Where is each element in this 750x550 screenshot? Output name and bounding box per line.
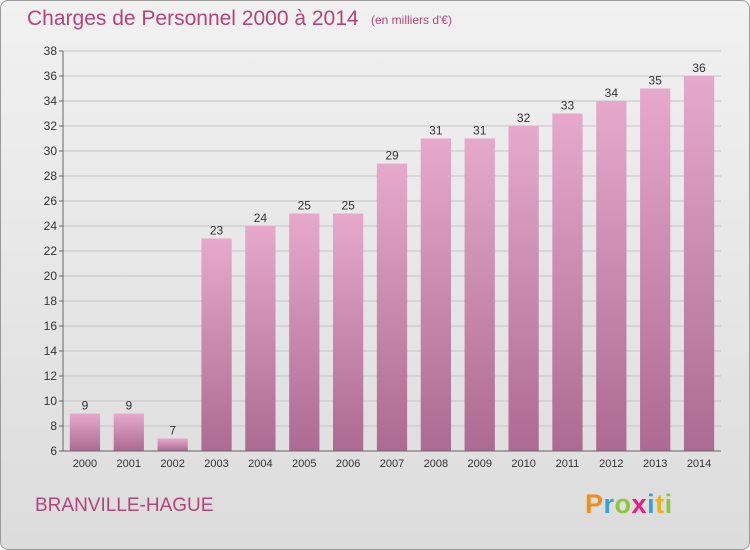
- y-tick-label: 10: [44, 394, 58, 408]
- data-label: 29: [385, 149, 399, 163]
- chart-title: Charges de Personnel 2000 à 2014: [27, 7, 359, 30]
- bar-2014: [683, 76, 715, 451]
- data-label: 25: [298, 199, 312, 213]
- data-label: 35: [649, 74, 663, 88]
- x-tick-label: 2003: [204, 458, 228, 470]
- data-label: 31: [473, 124, 487, 138]
- x-tick-label: 2012: [599, 458, 623, 470]
- bar-2005: [289, 213, 320, 451]
- y-tick-label: 12: [44, 369, 58, 383]
- axes: 6 8 10 12 14 16 18 20 22 24 26 28 30 32 34 36 38 2000 2001…: [44, 44, 721, 470]
- bar-2003: [201, 238, 232, 451]
- logo-letter: r: [603, 489, 615, 519]
- data-label: 9: [125, 399, 132, 413]
- chart-subtitle: (en milliers d'€): [371, 13, 452, 27]
- bar-2008: [420, 138, 452, 451]
- y-tick-label: 14: [44, 344, 58, 358]
- logo-letter: i: [647, 489, 656, 519]
- x-tick-label: 2002: [160, 458, 184, 470]
- bar-2010: [508, 126, 539, 451]
- data-label: 36: [692, 61, 706, 75]
- data-label: 34: [605, 86, 619, 100]
- y-tick-label: 24: [44, 219, 58, 233]
- bar-2012: [596, 101, 627, 451]
- x-tick-label: 2008: [424, 458, 448, 470]
- x-tick-label: 2013: [643, 458, 667, 470]
- logo-letter: P: [585, 489, 604, 519]
- bar-2000: [69, 413, 101, 451]
- bar-2011: [552, 113, 583, 451]
- bar-2009: [464, 138, 495, 451]
- data-label: 7: [169, 424, 176, 438]
- y-tick-label: 34: [44, 94, 58, 108]
- bar-2001: [113, 413, 144, 451]
- data-label: 9: [82, 399, 89, 413]
- x-tick-label: 2005: [292, 458, 316, 470]
- data-label: 33: [561, 99, 575, 113]
- data-label: 24: [254, 211, 268, 225]
- y-tick-label: 22: [44, 244, 58, 258]
- x-tick-label: 2001: [117, 458, 141, 470]
- proxiti-logo: Proxiti: [585, 489, 673, 520]
- logo-letter: i: [664, 489, 673, 519]
- data-label: 25: [341, 199, 355, 213]
- bars: 9 9 7 23 24 25 25 29 31 31 32 33 34 35 36: [69, 61, 715, 451]
- data-label: 23: [210, 224, 224, 238]
- y-tick-label: 20: [44, 269, 58, 283]
- data-label: 31: [429, 124, 443, 138]
- x-tick-label: 2007: [380, 458, 404, 470]
- bar-2004: [245, 226, 276, 451]
- logo-letter: t: [655, 489, 665, 519]
- bar-2013: [640, 88, 671, 451]
- logo-letter: x: [631, 489, 648, 519]
- y-tick-label: 30: [44, 144, 58, 158]
- y-tick-label: 18: [44, 294, 58, 308]
- y-tick-label: 38: [44, 44, 58, 58]
- y-tick-label: 28: [44, 169, 58, 183]
- x-tick-label: 2011: [556, 458, 580, 470]
- x-tick-label: 2010: [511, 458, 535, 470]
- x-tick-label: 2006: [336, 458, 360, 470]
- y-tick-label: 6: [50, 444, 57, 458]
- data-label: 32: [517, 111, 531, 125]
- bar-chart: 9 9 7 23 24 25 25 29 31 31 32 33 34 35 36 6 8 10 12 14 16 18…: [44, 44, 721, 470]
- y-tick-label: 16: [44, 319, 58, 333]
- x-tick-label: 2009: [467, 458, 491, 470]
- bar-2006: [332, 213, 364, 451]
- y-tick-label: 8: [50, 419, 57, 433]
- logo-letter: o: [614, 489, 632, 519]
- bar-2007: [376, 163, 408, 451]
- x-tick-label: 2014: [687, 458, 711, 470]
- y-tick-label: 26: [44, 194, 58, 208]
- location-name: BRANVILLE-HAGUE: [35, 495, 214, 516]
- bar-2002: [157, 438, 188, 451]
- x-tick-label: 2004: [248, 458, 272, 470]
- y-tick-label: 32: [44, 119, 58, 133]
- x-tick-label: 2000: [73, 458, 97, 470]
- y-tick-label: 36: [44, 69, 58, 83]
